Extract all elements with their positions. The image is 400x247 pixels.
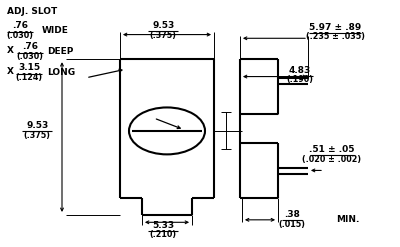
Text: LONG: LONG bbox=[47, 68, 75, 77]
Text: (.015): (.015) bbox=[278, 220, 306, 228]
Text: 4.83: 4.83 bbox=[289, 66, 311, 75]
Text: 9.53: 9.53 bbox=[26, 122, 48, 130]
Text: MIN.: MIN. bbox=[336, 215, 359, 224]
Text: (.020 ± .002): (.020 ± .002) bbox=[302, 155, 362, 164]
Text: 5.33: 5.33 bbox=[152, 221, 174, 230]
Text: 3.15: 3.15 bbox=[18, 63, 40, 72]
Text: .76: .76 bbox=[22, 42, 38, 51]
Text: (.190): (.190) bbox=[286, 75, 314, 84]
Text: (.210): (.210) bbox=[150, 230, 177, 239]
Text: (.030): (.030) bbox=[16, 52, 44, 61]
Text: .76: .76 bbox=[12, 21, 28, 30]
Text: 9.53: 9.53 bbox=[152, 21, 174, 30]
Text: (.235 ± .035): (.235 ± .035) bbox=[306, 32, 365, 41]
Text: (.030): (.030) bbox=[6, 31, 34, 40]
Text: X: X bbox=[7, 67, 14, 76]
Text: (.124): (.124) bbox=[16, 73, 43, 82]
Text: (.375): (.375) bbox=[24, 131, 51, 140]
Text: .51 ± .05: .51 ± .05 bbox=[309, 145, 355, 154]
Text: WIDE: WIDE bbox=[42, 26, 69, 35]
Text: .38: .38 bbox=[284, 210, 300, 219]
Text: (.375): (.375) bbox=[150, 31, 177, 40]
Text: X: X bbox=[7, 46, 14, 55]
Text: 5.97 ± .89: 5.97 ± .89 bbox=[309, 23, 361, 32]
Text: ADJ. SLOT: ADJ. SLOT bbox=[7, 7, 58, 16]
Text: DEEP: DEEP bbox=[47, 47, 74, 56]
